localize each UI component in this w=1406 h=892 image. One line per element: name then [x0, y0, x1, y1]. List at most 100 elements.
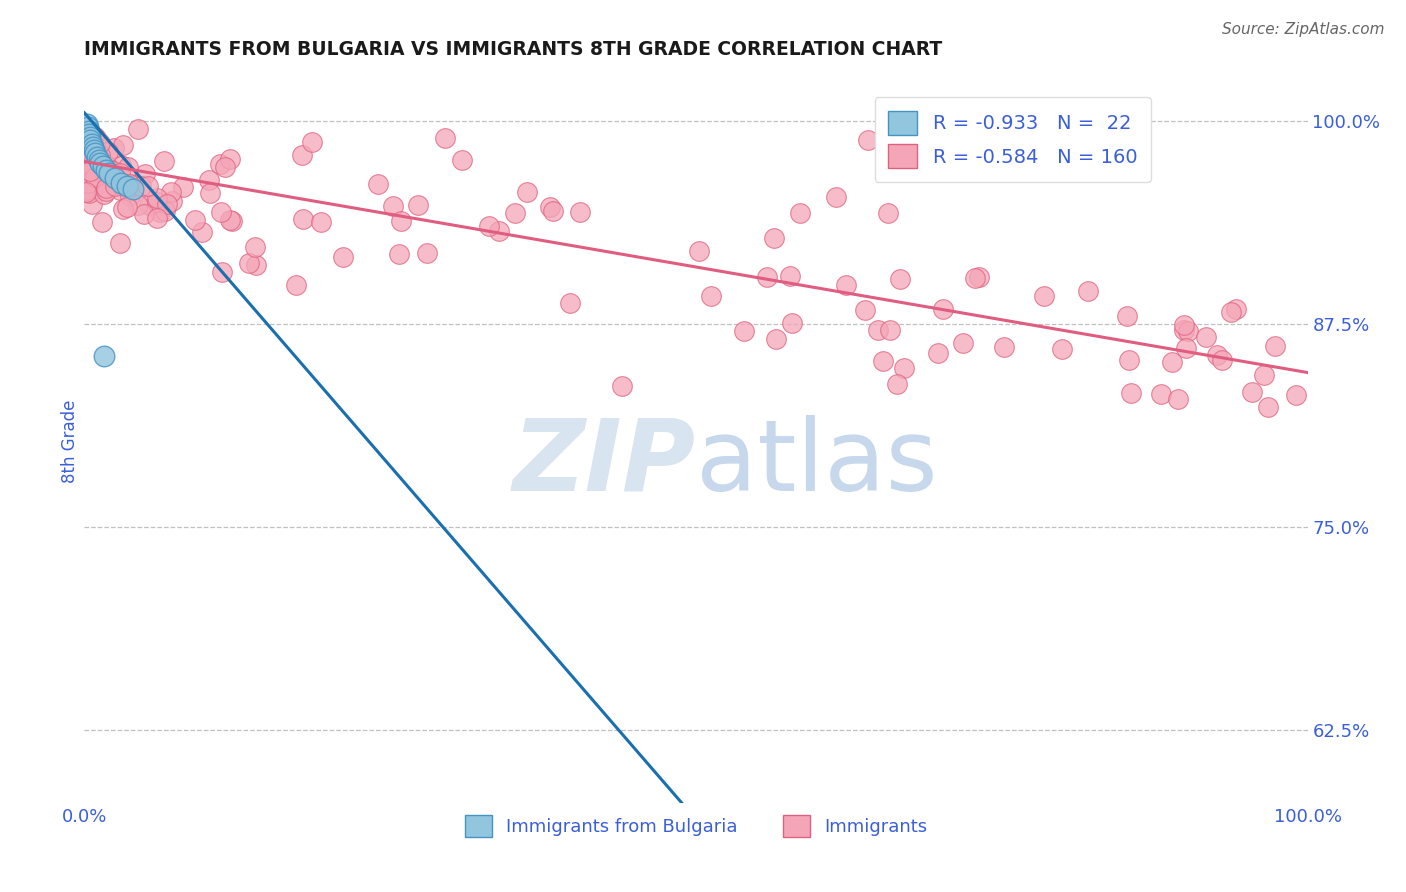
Point: [214, 160, 236, 174]
Point: [134, 207, 156, 221]
Point: [406, 197, 429, 211]
Point: [76, 117, 98, 131]
Point: [610, 379, 633, 393]
Point: [172, 180, 194, 194]
Point: [488, 224, 510, 238]
Point: [733, 324, 755, 338]
Point: [309, 215, 332, 229]
Point: [198, 172, 221, 186]
Point: [932, 302, 955, 317]
Point: [1194, 330, 1216, 344]
Point: [122, 182, 145, 196]
Point: [94, 184, 117, 198]
Point: [80, 136, 103, 151]
Point: [209, 157, 232, 171]
Point: [80, 147, 103, 161]
Point: [75, 186, 97, 200]
Point: [93, 187, 115, 202]
Point: [538, 200, 561, 214]
Point: [291, 147, 314, 161]
Point: [97, 166, 120, 180]
Point: [835, 277, 858, 292]
Point: [110, 176, 132, 190]
Point: [1115, 309, 1137, 323]
Point: [1077, 284, 1099, 298]
Point: [77, 176, 100, 190]
Point: [77, 123, 100, 137]
Point: [1175, 341, 1198, 355]
Point: [96, 160, 118, 174]
Point: [191, 225, 214, 239]
Point: [76, 154, 98, 169]
Point: [145, 211, 167, 225]
Point: [198, 186, 221, 200]
Point: [108, 236, 131, 251]
Point: [91, 167, 114, 181]
Point: [209, 205, 232, 219]
Point: [1220, 305, 1243, 319]
Point: [76, 140, 98, 154]
Point: [75, 183, 97, 197]
Point: [120, 178, 142, 192]
Point: [155, 203, 177, 218]
Point: [1032, 289, 1054, 303]
Point: [779, 268, 801, 283]
Point: [1173, 323, 1195, 337]
Point: [967, 270, 990, 285]
Point: [245, 240, 267, 254]
Point: [301, 135, 323, 149]
Point: [765, 332, 787, 346]
Point: [91, 171, 114, 186]
Point: [90, 168, 112, 182]
Point: [569, 205, 592, 219]
Text: atlas: atlas: [696, 415, 938, 512]
Point: [82, 180, 104, 194]
Point: [94, 181, 117, 195]
Point: [238, 256, 260, 270]
Point: [952, 335, 974, 350]
Point: [963, 271, 986, 285]
Point: [118, 177, 141, 191]
Point: [1121, 385, 1143, 400]
Point: [112, 138, 135, 153]
Point: [700, 289, 723, 303]
Point: [90, 169, 112, 184]
Point: [1167, 392, 1189, 406]
Point: [1173, 318, 1195, 332]
Point: [160, 194, 183, 208]
Text: ZIP: ZIP: [513, 415, 696, 512]
Point: [789, 206, 811, 220]
Point: [1050, 343, 1073, 357]
Point: [1253, 368, 1275, 383]
Point: [79, 186, 101, 200]
Point: [450, 153, 472, 168]
Point: [886, 376, 908, 391]
Point: [1118, 352, 1140, 367]
Point: [79, 133, 101, 147]
Point: [77, 126, 100, 140]
Point: [388, 247, 411, 261]
Point: [129, 178, 152, 193]
Point: [927, 345, 949, 359]
Point: [80, 158, 103, 172]
Point: [824, 190, 846, 204]
Point: [219, 152, 242, 166]
Point: [993, 340, 1015, 354]
Point: [146, 194, 169, 209]
Point: [159, 185, 181, 199]
Point: [93, 349, 115, 363]
Legend: Immigrants from Bulgaria, Immigrants: Immigrants from Bulgaria, Immigrants: [457, 808, 935, 845]
Point: [560, 296, 582, 310]
Point: [76, 156, 98, 170]
Point: [82, 140, 104, 154]
Point: [117, 200, 139, 214]
Point: [115, 178, 138, 193]
Text: IMMIGRANTS FROM BULGARIA VS IMMIGRANTS 8TH GRADE CORRELATION CHART: IMMIGRANTS FROM BULGARIA VS IMMIGRANTS 8…: [84, 40, 942, 59]
Point: [156, 197, 179, 211]
Point: [879, 322, 901, 336]
Point: [104, 178, 127, 193]
Point: [111, 202, 134, 216]
Point: [101, 164, 124, 178]
Point: [83, 156, 105, 170]
Point: [134, 167, 156, 181]
